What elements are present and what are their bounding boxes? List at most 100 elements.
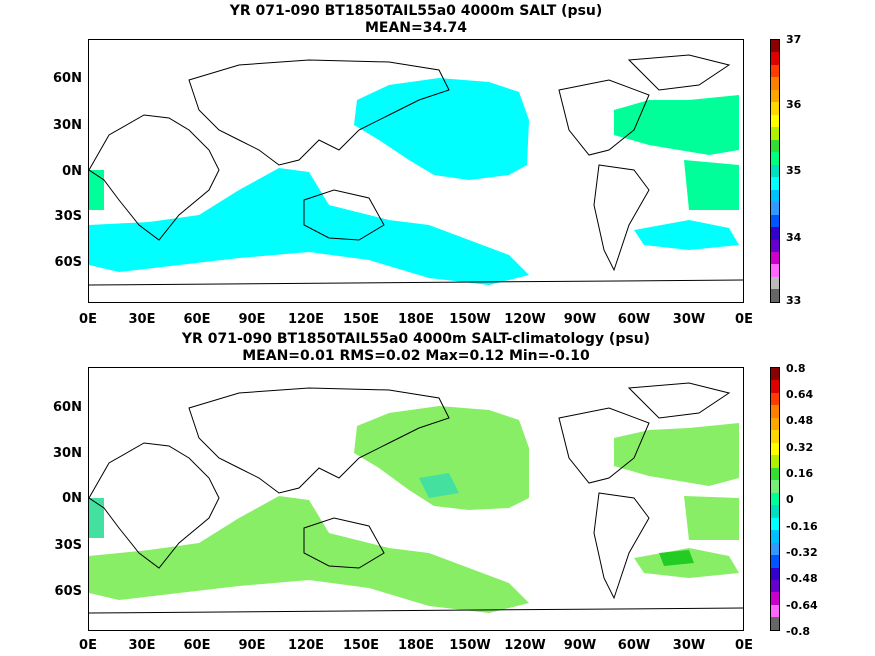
panel2-title-line1: YR 071-090 BT1850TAIL55a0 4000m SALT-cli… [181, 331, 651, 347]
panel2-xlabel: 120W [504, 638, 546, 653]
panel2-xlabel: 0E [735, 638, 753, 653]
panel1-xlabel: 90W [563, 312, 597, 327]
panel1-pacific-field [354, 78, 529, 180]
panel1-colorbar [770, 39, 780, 303]
colorbar-swatch [771, 152, 779, 165]
panel2-colorbar-label: 0.32 [786, 441, 814, 454]
colorbar-swatch [771, 592, 779, 605]
colorbar-swatch [771, 530, 779, 543]
panel1-north-atlantic-field [614, 95, 739, 155]
panel1-colorbar-label: 36 [786, 98, 802, 111]
colorbar-swatch [771, 89, 779, 103]
colorbar-swatch [771, 239, 779, 252]
colorbar-swatch [771, 492, 779, 506]
colorbar-swatch [771, 177, 779, 190]
colorbar-swatch [771, 114, 779, 128]
colorbar-swatch [771, 604, 779, 618]
colorbar-swatch [771, 617, 779, 630]
colorbar-swatch [771, 380, 779, 393]
panel1-xlabel: 120E [287, 312, 325, 327]
panel1-colorbar-label: 35 [786, 164, 802, 177]
panel2-xlabel: 120E [287, 638, 325, 653]
colorbar-swatch [771, 567, 779, 580]
colorbar-swatch [771, 430, 779, 443]
colorbar-swatch [771, 480, 779, 493]
panel1-colorbar-label: 33 [786, 294, 802, 307]
colorbar-swatch [771, 164, 779, 178]
colorbar-swatch [771, 276, 779, 290]
panel2-xlabel: 150E [342, 638, 380, 653]
colorbar-swatch [771, 189, 779, 203]
colorbar-swatch [771, 405, 779, 418]
panel2-map-field [89, 382, 743, 614]
panel1-xlabel: 30E [128, 312, 156, 327]
panel1-xlabel: 60E [183, 312, 211, 327]
panel2-colorbar [770, 367, 780, 631]
colorbar-swatch [771, 251, 779, 265]
colorbar-swatch [771, 417, 779, 431]
panel1-xlabel: 0E [735, 312, 753, 327]
colorbar-swatch [771, 579, 779, 593]
panel2-north-atlantic-field [614, 423, 739, 486]
panel1-ylabel-30n: 30N [53, 118, 82, 133]
panel2-ylabel-60s: 60S [54, 584, 82, 599]
panel1-xlabel: 30W [672, 312, 706, 327]
colorbar-swatch [771, 40, 779, 53]
colorbar-swatch [771, 555, 779, 568]
colorbar-swatch [771, 455, 779, 468]
colorbar-swatch [771, 227, 779, 240]
colorbar-swatch [771, 392, 779, 406]
panel1-xlabel: 180E [397, 312, 435, 327]
panel2-xlabel: 30E [128, 638, 156, 653]
colorbar-swatch [771, 542, 779, 556]
panel1-colorbar-label: 34 [786, 231, 802, 244]
panel2-coastlines [89, 382, 743, 614]
panel2-equatorial-patch [419, 473, 459, 498]
panel1-xlabel: 120W [504, 312, 546, 327]
panel2-southern-field [89, 496, 529, 613]
panel2-xlabel: 30W [672, 638, 706, 653]
panel2-colorbar-label: -0.64 [786, 599, 818, 612]
panel2-colorbar-label: 0.48 [786, 414, 814, 427]
colorbar-swatch [771, 442, 779, 456]
panel2-xlabel: 60E [183, 638, 211, 653]
panel2-pacific-field [354, 406, 529, 510]
panel1-map [88, 39, 744, 303]
panel2-ylabel-30n: 30N [53, 446, 82, 461]
panel1-xlabel: 90E [238, 312, 266, 327]
panel1-title-line2: MEAN=34.74 [364, 20, 468, 36]
panel2-xlabel: 150W [449, 638, 491, 653]
panel1-coastlines [89, 54, 743, 286]
colorbar-swatch [771, 139, 779, 153]
panel2-south-atlantic-green [684, 496, 739, 540]
colorbar-swatch [771, 505, 779, 518]
panel2-xlabel: 180E [397, 638, 435, 653]
panel1-xlabel: 0E [79, 312, 97, 327]
panel2-ylabel-60n: 60N [53, 400, 82, 415]
panel2-xlabel: 90W [563, 638, 597, 653]
panel2-map [88, 367, 744, 631]
panel2-colorbar-label: 0.16 [786, 467, 814, 480]
colorbar-swatch [771, 368, 779, 381]
panel1-west-africa-green [89, 170, 104, 210]
panel1-xlabel: 150W [449, 312, 491, 327]
colorbar-swatch [771, 77, 779, 90]
colorbar-swatch [771, 127, 779, 140]
panel2-xlabel: 0E [79, 638, 97, 653]
panel1-title-line1: YR 071-090 BT1850TAIL55a0 4000m SALT (ps… [229, 3, 603, 19]
panel1-south-atlantic-field [634, 220, 739, 250]
panel1-ylabel-60n: 60N [53, 71, 82, 86]
panel2-colorbar-label: 0.8 [786, 362, 806, 375]
panel2-colorbar-label: -0.32 [786, 546, 818, 559]
panel2-colorbar-label: 0 [786, 493, 794, 506]
colorbar-swatch [771, 102, 779, 115]
colorbar-swatch [771, 64, 779, 78]
colorbar-swatch [771, 289, 779, 302]
panel2-ylabel-0n: 0N [62, 491, 82, 506]
panel1-ylabel-0n: 0N [62, 164, 82, 179]
panel1-ylabel-60s: 60S [54, 255, 82, 270]
colorbar-swatch [771, 264, 779, 277]
colorbar-swatch [771, 202, 779, 215]
panel2-ylabel-30s: 30S [54, 538, 82, 553]
panel2-colorbar-label: -0.16 [786, 520, 818, 533]
